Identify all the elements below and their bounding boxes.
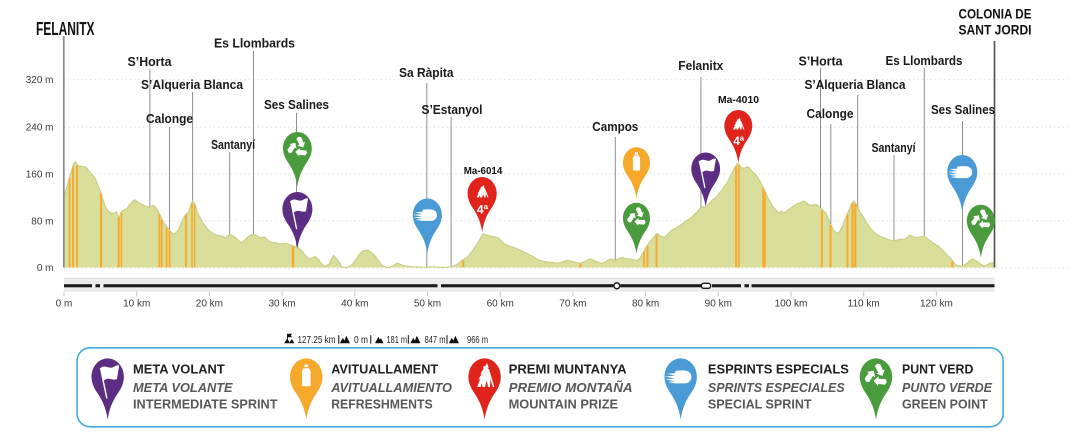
- svg-text:PUNT VERD: PUNT VERD: [902, 362, 974, 377]
- svg-text:4ª: 4ª: [477, 203, 489, 217]
- svg-text:INTERMEDIATE SPRINT: INTERMEDIATE SPRINT: [133, 396, 278, 411]
- svg-text:COLONIA DE: COLONIA DE: [959, 6, 1032, 22]
- svg-text:S’Estanyol: S’Estanyol: [422, 102, 483, 117]
- svg-text:SANT JORDI: SANT JORDI: [959, 22, 1032, 38]
- svg-text:110 km: 110 km: [848, 299, 880, 310]
- svg-text:Es Llombards: Es Llombards: [886, 53, 963, 68]
- svg-text:966 m: 966 m: [467, 335, 488, 346]
- svg-text:30 km: 30 km: [268, 299, 295, 310]
- svg-text:0 m: 0 m: [56, 299, 73, 310]
- svg-text:S’Horta: S’Horta: [799, 54, 844, 69]
- svg-text:181 m: 181 m: [387, 335, 408, 346]
- svg-text:META VOLANTE: META VOLANTE: [133, 380, 234, 395]
- svg-text:S’Alqueria Blanca: S’Alqueria Blanca: [141, 77, 244, 92]
- svg-text:90 km: 90 km: [705, 299, 732, 310]
- svg-text:Ma-4010: Ma-4010: [718, 95, 759, 106]
- svg-text:0 m: 0 m: [354, 335, 368, 346]
- svg-text:0 m: 0 m: [37, 263, 54, 274]
- svg-text:70 km: 70 km: [559, 299, 586, 310]
- svg-text:MOUNTAIN PRIZE: MOUNTAIN PRIZE: [509, 396, 619, 411]
- svg-text:50 km: 50 km: [414, 299, 441, 310]
- svg-text:160 m: 160 m: [26, 170, 54, 181]
- svg-text:Ses Salines: Ses Salines: [931, 102, 995, 117]
- svg-text:Felanitx: Felanitx: [678, 58, 724, 73]
- svg-text:Es Llombards: Es Llombards: [214, 36, 295, 51]
- svg-text:AVITUALLAMIENTO: AVITUALLAMIENTO: [330, 380, 452, 395]
- svg-text:PREMI MUNTANYA: PREMI MUNTANYA: [509, 362, 627, 377]
- svg-text:120 km: 120 km: [920, 299, 953, 310]
- svg-text:ESPRINTS ESPECIALS: ESPRINTS ESPECIALS: [708, 362, 849, 377]
- svg-text:100 km: 100 km: [775, 299, 808, 310]
- svg-text:Santanyí: Santanyí: [211, 137, 256, 152]
- svg-text:S’Alqueria Blanca: S’Alqueria Blanca: [805, 77, 907, 92]
- svg-text:20 km: 20 km: [196, 299, 223, 310]
- svg-text:PREMIO MONTAÑA: PREMIO MONTAÑA: [509, 380, 633, 395]
- svg-text:320 m: 320 m: [26, 75, 54, 86]
- svg-text:40 km: 40 km: [341, 299, 368, 310]
- svg-text:Calonge: Calonge: [807, 106, 854, 121]
- svg-text:GREEN POINT: GREEN POINT: [902, 396, 988, 411]
- svg-text:Santanyí: Santanyí: [872, 140, 917, 155]
- svg-text:Ma-6014: Ma-6014: [464, 166, 503, 177]
- svg-text:META VOLANT: META VOLANT: [133, 362, 225, 377]
- svg-text:PUNTO VERDE: PUNTO VERDE: [902, 380, 993, 395]
- svg-text:S’Horta: S’Horta: [128, 54, 173, 69]
- svg-text:127.25 km: 127.25 km: [298, 335, 336, 346]
- svg-text:REFRESHMENTS: REFRESHMENTS: [331, 396, 433, 411]
- svg-text:Campos: Campos: [592, 119, 638, 134]
- svg-text:80 km: 80 km: [632, 299, 659, 310]
- svg-text:60 km: 60 km: [487, 299, 514, 310]
- svg-text:SPRINTS ESPECIALES: SPRINTS ESPECIALES: [708, 380, 845, 395]
- svg-text:SPECIAL SPRINT: SPECIAL SPRINT: [708, 396, 812, 411]
- svg-text:10 km: 10 km: [123, 299, 150, 310]
- svg-text:4ª: 4ª: [733, 135, 744, 148]
- svg-text:80 m: 80 m: [31, 216, 53, 227]
- svg-text:Ses Salines: Ses Salines: [264, 97, 329, 112]
- svg-text:FELANITX: FELANITX: [36, 18, 95, 39]
- svg-text:847 m: 847 m: [425, 335, 446, 346]
- svg-text:240 m: 240 m: [26, 123, 54, 134]
- svg-text:AVITUALLAMENT: AVITUALLAMENT: [331, 362, 438, 377]
- svg-text:Calonge: Calonge: [146, 111, 193, 126]
- svg-text:Sa Ràpita: Sa Ràpita: [399, 65, 454, 80]
